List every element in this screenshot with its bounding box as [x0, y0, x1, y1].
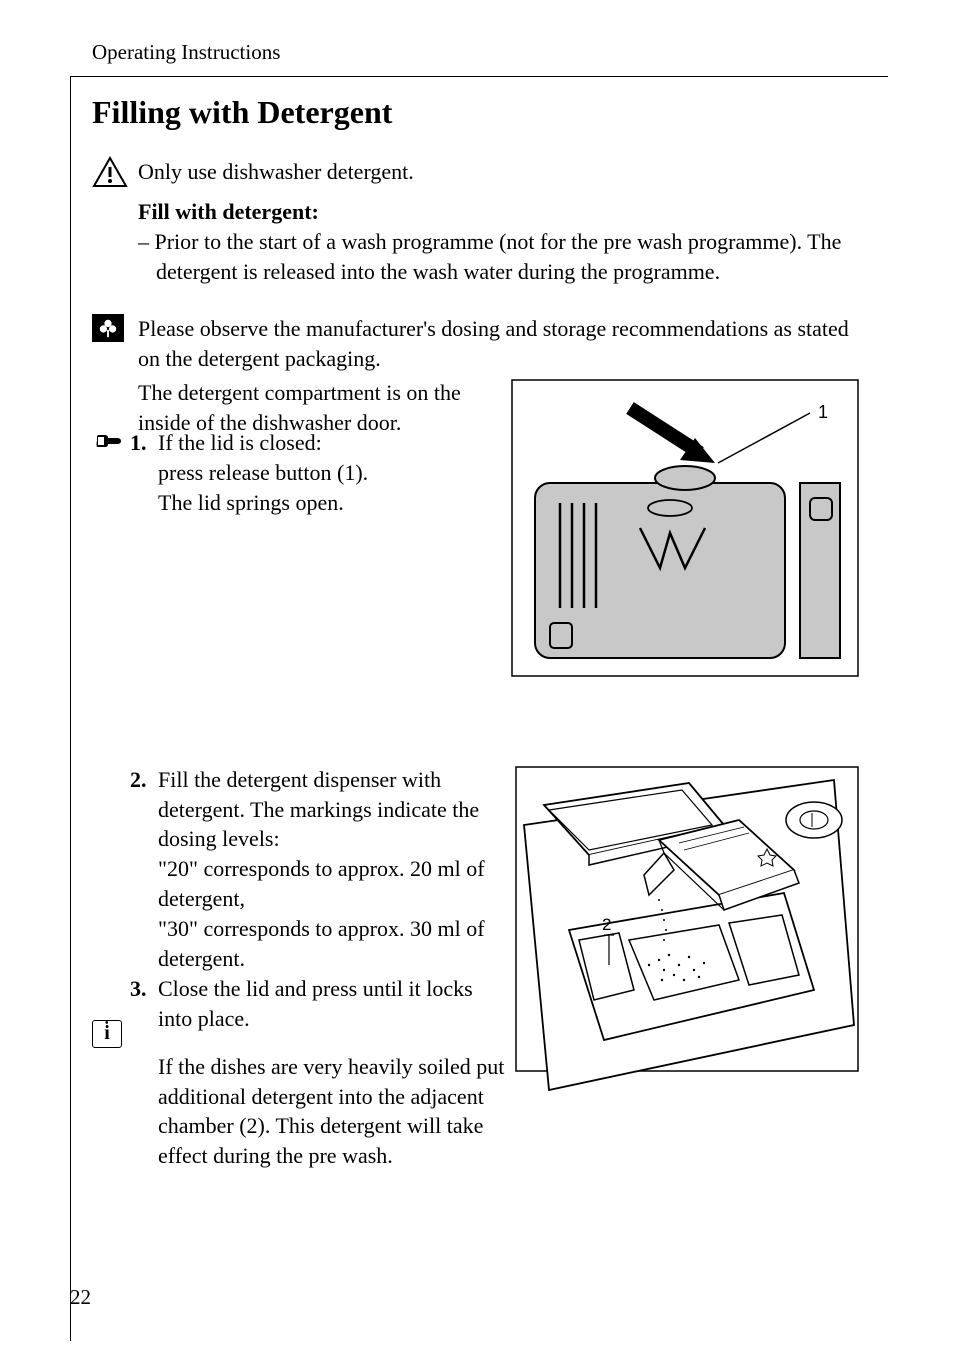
- info-icon: i •: [92, 1020, 122, 1048]
- step2-number: 2.: [130, 765, 147, 795]
- page-number: 22: [70, 1285, 91, 1310]
- step3-number: 3.: [130, 974, 147, 1004]
- step1-number: 1.: [130, 428, 147, 458]
- warning-text: Only use dishwasher detergent.: [138, 157, 858, 187]
- fill-heading: Fill with detergent:: [138, 197, 319, 227]
- step2-line-b: "20" corresponds to approx. 20 ml of det…: [158, 854, 508, 913]
- info-text: If the dishes are very heavily soiled pu…: [158, 1052, 518, 1171]
- step1-line-b: press release button (1).: [158, 458, 368, 488]
- main-heading: Filling with Detergent: [92, 94, 392, 131]
- diagram-release-button: 1: [510, 378, 860, 678]
- clover-text: Please observe the manufacturer's dosing…: [138, 314, 858, 373]
- step3-text: Close the lid and press until it locks i…: [158, 974, 508, 1033]
- step1-line-c: The lid springs open.: [158, 488, 344, 518]
- step2-line-c: "30" corresponds to approx. 30 ml of det…: [158, 914, 508, 973]
- step1-line-a: If the lid is closed:: [158, 428, 322, 458]
- step2-line-a: Fill the detergent dispenser with deterg…: [158, 765, 508, 854]
- fill-bullet: – Prior to the start of a wash programme…: [138, 227, 858, 286]
- diagram-fill-detergent: 2: [514, 765, 860, 1095]
- warning-triangle-icon: [92, 156, 128, 188]
- hand-pointing-icon: [92, 428, 128, 460]
- clover-icon: [92, 314, 124, 342]
- diagram2-label: 2: [602, 915, 611, 934]
- page-header: Operating Instructions: [92, 40, 280, 65]
- diagram1-label: 1: [818, 402, 828, 422]
